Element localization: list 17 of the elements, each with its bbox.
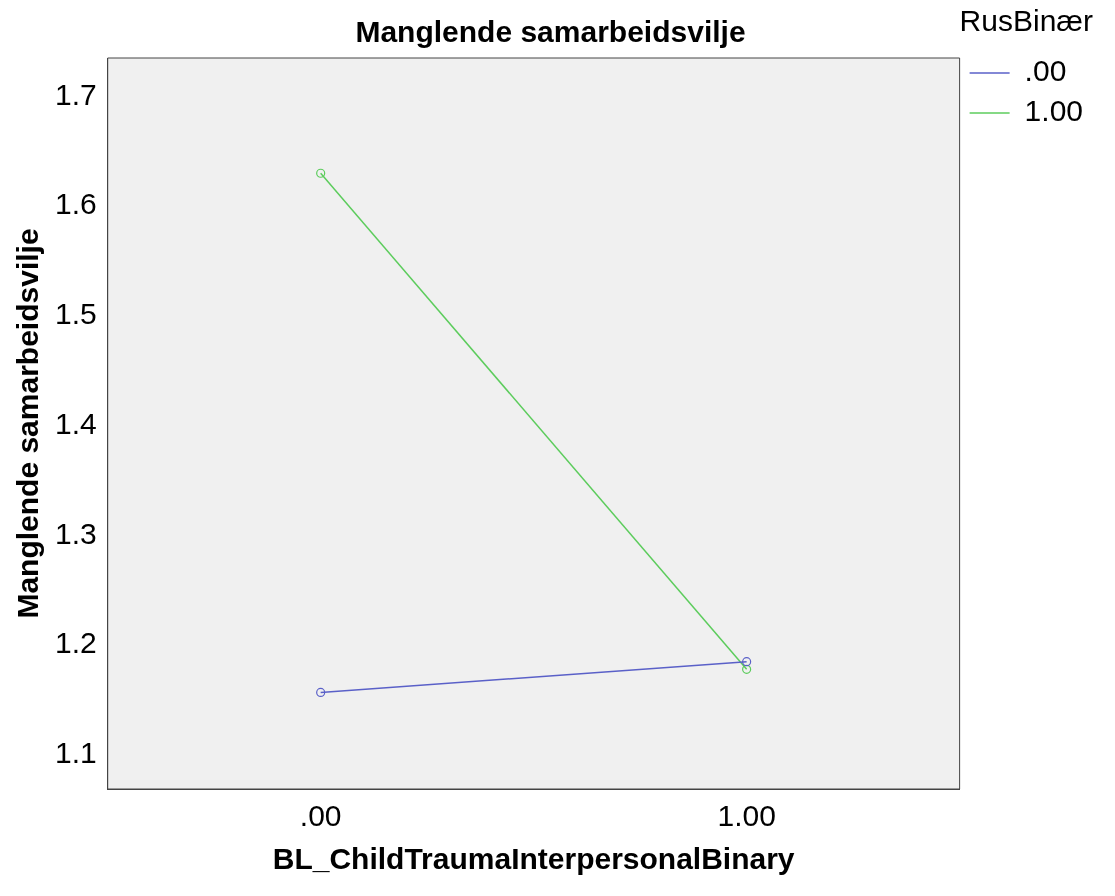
y-tick-label: 1.6 bbox=[54, 187, 97, 221]
y-tick-label: 1.1 bbox=[54, 736, 97, 770]
point bbox=[316, 687, 326, 698]
y-tick-label: 1.3 bbox=[54, 516, 97, 550]
point bbox=[316, 168, 326, 178]
y-tick-label: 1.2 bbox=[54, 626, 97, 660]
legend-label: .00 bbox=[1024, 54, 1067, 88]
legend-title: RusBinær bbox=[959, 4, 1093, 38]
y-tick-label: 1.4 bbox=[54, 406, 97, 440]
point bbox=[742, 657, 752, 667]
y-tick-label: 1.5 bbox=[54, 297, 97, 331]
x-axis-title: BL_ChildTraumaInterpersonalBinary bbox=[272, 842, 795, 876]
legend-label: 1.00 bbox=[1024, 94, 1083, 128]
chart-title: Manglende samarbeidsvilje bbox=[355, 15, 746, 49]
y-tick-label: 1.7 bbox=[54, 77, 97, 111]
point bbox=[742, 664, 752, 674]
y-axis-title: Manglende samarbeidsvilje bbox=[11, 228, 45, 619]
